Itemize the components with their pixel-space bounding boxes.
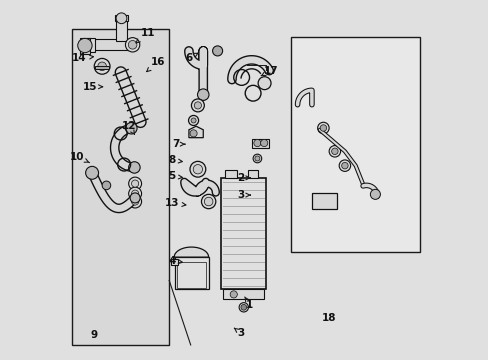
Bar — [171, 259, 178, 265]
Text: 18: 18 — [321, 313, 335, 323]
Bar — [247, 170, 258, 178]
Text: 5: 5 — [168, 171, 182, 181]
Text: 6: 6 — [185, 53, 198, 63]
Circle shape — [128, 177, 142, 190]
Bar — [115, 15, 128, 21]
Circle shape — [190, 130, 197, 137]
Bar — [221, 178, 265, 289]
Circle shape — [331, 148, 337, 154]
Circle shape — [239, 303, 248, 312]
Text: 11: 11 — [136, 28, 155, 43]
Circle shape — [369, 189, 380, 199]
Circle shape — [194, 102, 201, 109]
Bar — [116, 19, 126, 41]
Bar — [225, 170, 237, 178]
Circle shape — [128, 195, 142, 208]
Text: 10: 10 — [70, 152, 89, 163]
Circle shape — [131, 180, 139, 187]
Text: 15: 15 — [82, 82, 102, 92]
Polygon shape — [174, 247, 208, 257]
Bar — [92, 40, 129, 50]
Circle shape — [78, 39, 92, 53]
Circle shape — [131, 198, 139, 205]
Circle shape — [212, 46, 222, 56]
Bar — [311, 193, 336, 209]
Bar — [80, 38, 90, 54]
Circle shape — [253, 139, 261, 147]
Circle shape — [130, 193, 140, 203]
Text: 1: 1 — [244, 297, 253, 310]
Bar — [95, 66, 109, 69]
Text: 3: 3 — [237, 190, 250, 200]
Text: 4: 4 — [168, 256, 182, 266]
Circle shape — [190, 161, 205, 177]
Circle shape — [188, 116, 198, 126]
Bar — [86, 38, 94, 52]
Circle shape — [328, 145, 340, 157]
Circle shape — [128, 187, 142, 200]
Circle shape — [317, 122, 328, 134]
Circle shape — [339, 160, 350, 171]
Circle shape — [85, 166, 99, 179]
Circle shape — [204, 197, 212, 206]
Circle shape — [128, 162, 140, 173]
Text: 9: 9 — [90, 330, 97, 340]
Circle shape — [94, 58, 110, 74]
Circle shape — [128, 41, 137, 49]
Bar — [72, 30, 169, 345]
Circle shape — [191, 99, 204, 112]
Text: 2: 2 — [237, 173, 250, 183]
Circle shape — [131, 190, 139, 197]
Circle shape — [320, 125, 326, 131]
Bar — [177, 262, 206, 288]
Text: 14: 14 — [72, 53, 93, 63]
Bar — [290, 37, 419, 252]
Bar — [174, 257, 208, 289]
Text: 7: 7 — [172, 139, 184, 149]
Text: 17: 17 — [261, 66, 278, 76]
Text: 12: 12 — [122, 121, 136, 134]
Bar — [223, 289, 264, 300]
Circle shape — [260, 139, 267, 147]
Circle shape — [230, 291, 237, 298]
Circle shape — [193, 165, 202, 174]
Circle shape — [125, 122, 137, 134]
Circle shape — [197, 89, 208, 100]
Text: 13: 13 — [164, 198, 185, 208]
Circle shape — [341, 162, 347, 169]
Text: 16: 16 — [146, 57, 164, 72]
Polygon shape — [188, 126, 203, 138]
Circle shape — [253, 154, 261, 163]
Circle shape — [98, 62, 106, 71]
Text: 8: 8 — [168, 155, 182, 165]
Circle shape — [201, 194, 215, 209]
Circle shape — [191, 118, 196, 123]
Circle shape — [125, 38, 140, 52]
Text: 3: 3 — [234, 328, 244, 338]
Circle shape — [254, 156, 260, 161]
Circle shape — [116, 13, 126, 24]
Bar — [251, 139, 268, 148]
Circle shape — [241, 305, 246, 310]
Circle shape — [102, 181, 110, 190]
Circle shape — [258, 77, 270, 90]
